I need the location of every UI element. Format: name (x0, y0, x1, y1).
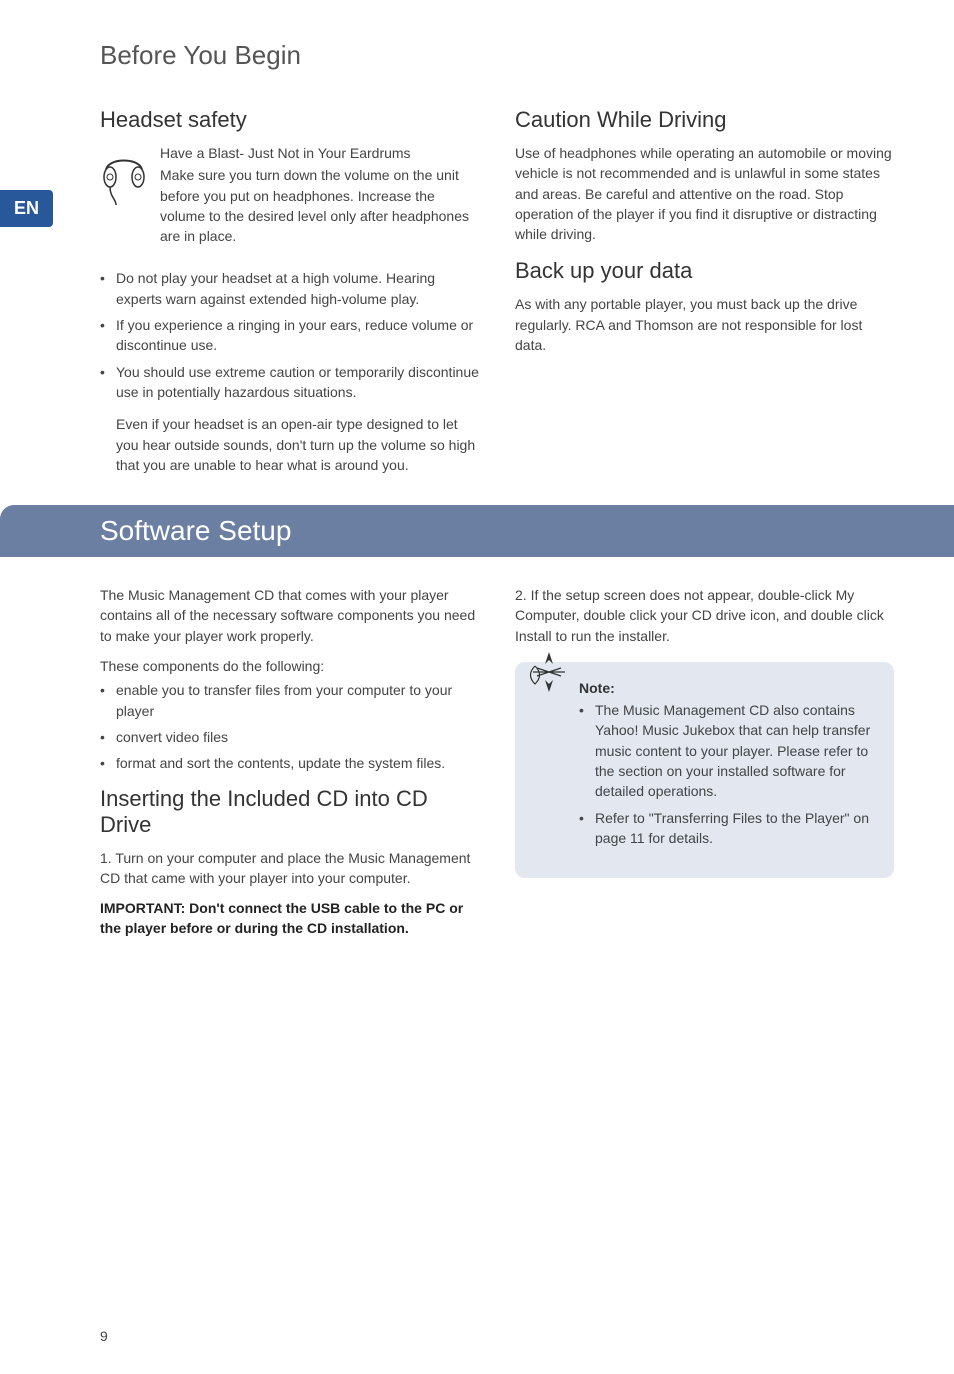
section1-right: Caution While Driving Use of headphones … (515, 107, 894, 481)
section2-columns: The Music Management CD that comes with … (100, 585, 894, 949)
heading-backup: Back up your data (515, 258, 894, 284)
note-bullet: Refer to "Transferring Files to the Play… (579, 808, 874, 849)
section2-right: 2. If the setup screen does not appear, … (515, 585, 894, 949)
caution-driving-text: Use of headphones while operating an aut… (515, 143, 894, 244)
step-2: 2. If the setup screen does not appear, … (515, 585, 894, 646)
language-tab: EN (0, 190, 53, 227)
note-box: Note: The Music Management CD also conta… (515, 662, 894, 878)
heading-headset-safety: Headset safety (100, 107, 479, 133)
page-root: EN Before You Begin Headset safety (0, 0, 954, 989)
heading-inserting-cd: Inserting the Included CD into CD Drive (100, 786, 479, 838)
note-bullets: The Music Management CD also contains Ya… (579, 700, 874, 848)
intro-line1: Have a Blast- Just Not in Your Eardrums (160, 143, 479, 163)
note-bullet: The Music Management CD also contains Ya… (579, 700, 874, 801)
section2-left: The Music Management CD that comes with … (100, 585, 479, 949)
page-number: 9 (100, 1328, 108, 1344)
software-para2: These components do the following: (100, 656, 479, 676)
section1-left: Headset safety Have a Blast- Just Not in… (100, 107, 479, 481)
software-para1: The Music Management CD that comes with … (100, 585, 479, 646)
headset-bullet: If you experience a ringing in your ears… (100, 315, 479, 356)
headset-bullet: Do not play your headset at a high volum… (100, 268, 479, 309)
banner-software-setup: Software Setup (0, 505, 954, 557)
headphones-icon (100, 143, 148, 256)
backup-text: As with any portable player, you must ba… (515, 294, 894, 355)
headset-intro-text: Have a Blast- Just Not in Your Eardrums … (160, 143, 479, 256)
heading-caution-driving: Caution While Driving (515, 107, 894, 133)
step-1: 1. Turn on your computer and place the M… (100, 848, 479, 889)
note-icon (525, 648, 573, 701)
headset-bullets: Do not play your headset at a high volum… (100, 268, 479, 402)
headset-bullet: You should use extreme caution or tempor… (100, 362, 479, 403)
note-title: Note: (579, 680, 874, 696)
section1-columns: Headset safety Have a Blast- Just Not in… (100, 107, 894, 481)
headset-intro-row: Have a Blast- Just Not in Your Eardrums … (100, 143, 479, 256)
software-bullet: convert video files (100, 727, 479, 747)
intro-line2: Make sure you turn down the volume on th… (160, 165, 479, 246)
software-bullet: enable you to transfer files from your c… (100, 680, 479, 721)
headset-tail: Even if your headset is an open-air type… (100, 414, 479, 475)
software-bullet: format and sort the contents, update the… (100, 753, 479, 773)
important-text: IMPORTANT: Don't connect the USB cable t… (100, 898, 479, 939)
software-bullets: enable you to transfer files from your c… (100, 680, 479, 773)
section-title-before: Before You Begin (100, 40, 894, 71)
